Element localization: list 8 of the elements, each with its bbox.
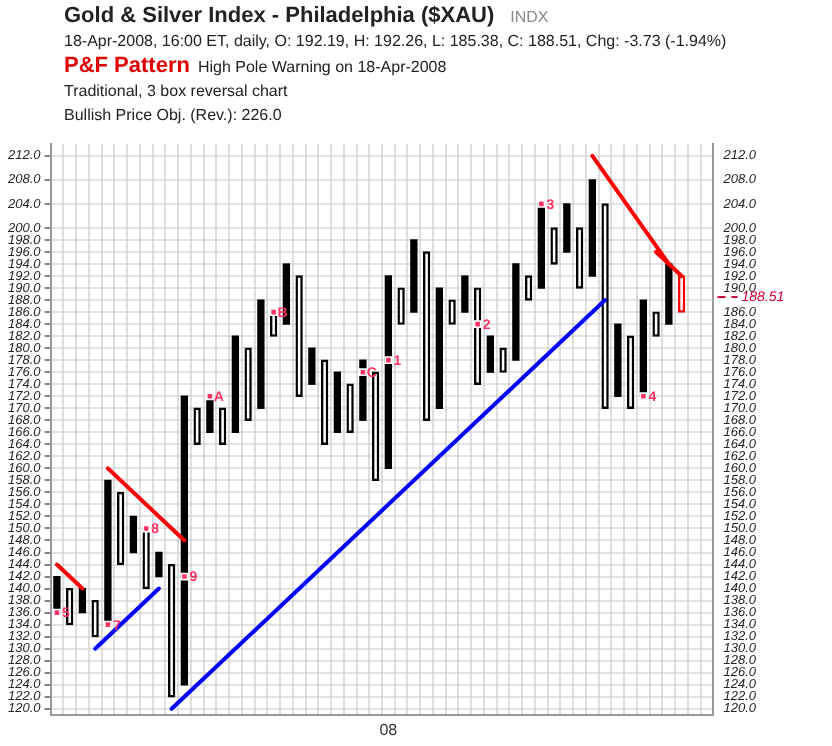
text: P&F Pattern xyxy=(64,54,190,78)
chart-title: Gold & Silver Index - Philadelphia ($XAU) xyxy=(64,4,495,28)
text: INDX xyxy=(510,8,549,26)
x-tick-label: 08 xyxy=(379,720,399,739)
text: High Pole Warning on 18-Apr-2008 xyxy=(197,58,447,76)
chart-subtitle: 18-Apr-2008, 16:00 ET, daily, O: 192.19, H: 192.26, L: 185.38, C: 188.51, Chg: -3.73 (-1.94%) xyxy=(64,30,729,54)
text: Traditional, 3 box reversal chart xyxy=(64,80,290,104)
text: Bullish Price Obj. (Rev.): 226.0 xyxy=(64,104,284,128)
